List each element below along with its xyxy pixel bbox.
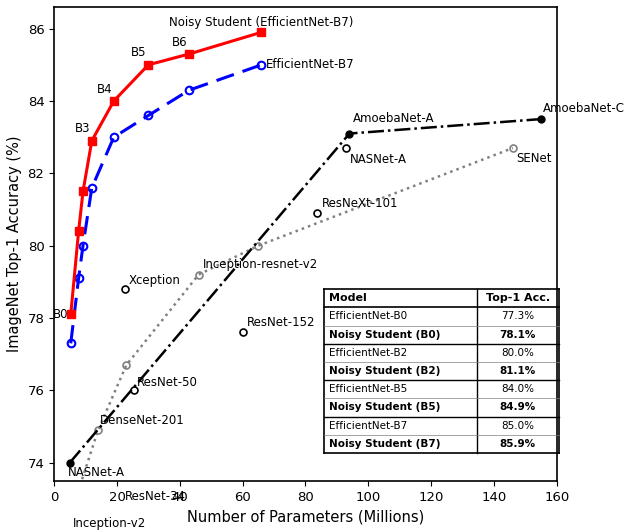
- Text: Noisy Student (B7): Noisy Student (B7): [329, 439, 440, 449]
- Text: Noisy Student (B2): Noisy Student (B2): [329, 366, 440, 376]
- Text: 84.9%: 84.9%: [500, 403, 536, 412]
- Text: B0: B0: [52, 308, 68, 321]
- Text: Noisy Student (B0): Noisy Student (B0): [329, 330, 440, 339]
- Text: EfficientNet-B0: EfficientNet-B0: [329, 311, 407, 321]
- Text: 85.0%: 85.0%: [501, 421, 535, 431]
- Text: DenseNet-201: DenseNet-201: [100, 413, 185, 427]
- Text: EfficientNet-B5: EfficientNet-B5: [329, 384, 407, 394]
- Text: EfficientNet-B2: EfficientNet-B2: [329, 348, 407, 358]
- Text: Inception-resnet-v2: Inception-resnet-v2: [204, 258, 319, 271]
- Text: Inception-v2: Inception-v2: [73, 517, 146, 530]
- Text: AmoebaNet-C: AmoebaNet-C: [543, 103, 624, 115]
- X-axis label: Number of Parameters (Millions): Number of Parameters (Millions): [187, 509, 424, 524]
- Text: ResNet-50: ResNet-50: [137, 376, 198, 388]
- Text: Top-1 Acc.: Top-1 Acc.: [486, 293, 550, 303]
- Y-axis label: ImageNet Top-1 Accuracy (%): ImageNet Top-1 Accuracy (%): [7, 136, 22, 352]
- Text: AmoebaNet-A: AmoebaNet-A: [353, 112, 434, 124]
- Text: EfficientNet-B7: EfficientNet-B7: [329, 421, 407, 431]
- Text: Model: Model: [329, 293, 367, 303]
- Text: 77.3%: 77.3%: [501, 311, 535, 321]
- Text: NASNet-A: NASNet-A: [349, 153, 406, 167]
- Text: EfficientNet-B7: EfficientNet-B7: [266, 59, 355, 71]
- Text: 80.0%: 80.0%: [501, 348, 534, 358]
- Text: B5: B5: [131, 46, 147, 60]
- Text: ResNet-152: ResNet-152: [246, 316, 315, 329]
- Text: B4: B4: [97, 82, 112, 96]
- Text: 81.1%: 81.1%: [500, 366, 536, 376]
- Text: 85.9%: 85.9%: [500, 439, 536, 449]
- Text: ResNet-34: ResNet-34: [125, 490, 186, 503]
- Text: NASNet-A: NASNet-A: [68, 467, 125, 479]
- Text: SENet: SENet: [516, 152, 552, 164]
- Text: B6: B6: [172, 36, 188, 48]
- Text: Noisy Student (EfficientNet-B7): Noisy Student (EfficientNet-B7): [169, 15, 354, 29]
- Text: 78.1%: 78.1%: [500, 330, 536, 339]
- Text: Xception: Xception: [128, 275, 180, 287]
- Text: 84.0%: 84.0%: [501, 384, 535, 394]
- Text: ResNeXt-101: ResNeXt-101: [322, 196, 398, 210]
- Text: B3: B3: [75, 122, 90, 135]
- Text: Noisy Student (B5): Noisy Student (B5): [329, 403, 440, 412]
